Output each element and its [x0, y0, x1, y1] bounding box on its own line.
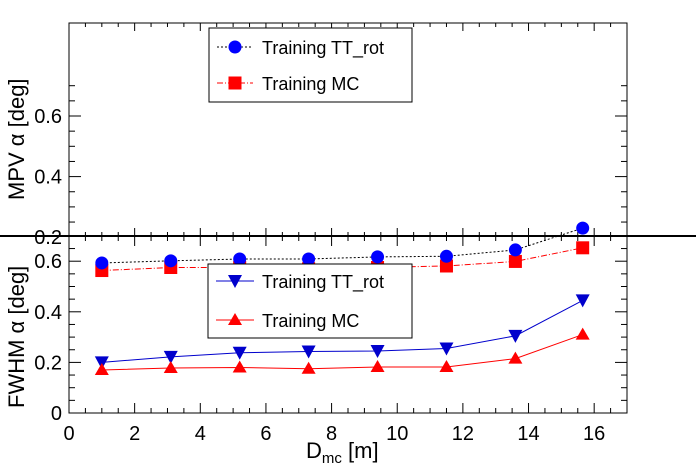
top-legend-marker-tt: [228, 40, 242, 54]
bottom-series-line-tt: [101, 299, 583, 363]
top-point-tt: [576, 221, 590, 235]
bottom-y-tick-label: 0.6: [34, 251, 62, 273]
top-point-mc: [576, 241, 590, 255]
top-legend-marker-mc: [228, 76, 242, 90]
top-point-tt: [508, 243, 522, 257]
top-series-line-tt: [101, 227, 583, 264]
top-panel: 0.2 0.4 0.6 MPV α [deg] Training TT_rot Tr…: [4, 22, 628, 278]
x-tick-label: 16: [583, 423, 605, 445]
top-point-tt: [371, 250, 385, 264]
bottom-legend-box: [207, 263, 413, 339]
top-point-tt: [302, 252, 316, 266]
bottom-point-mc: [370, 359, 385, 372]
x-tick-label: 4: [195, 423, 206, 445]
top-y-tick-label: 0.2: [34, 227, 62, 249]
bottom-point-tt: [163, 350, 178, 364]
bottom-panel: 0 0.2 0.4 0.6 0 2 4 6 8 10 12 14 16 FWHM α [deg] Dmc…: [0, 235, 696, 467]
x-axis-label-unit: [m]: [342, 438, 379, 463]
bottom-point-mc: [301, 361, 316, 374]
bottom-point-tt: [232, 346, 247, 360]
bottom-point-tt: [508, 329, 523, 343]
x-tick-label: 10: [386, 423, 408, 445]
top-legend-label-tt: Training TT_rot: [262, 38, 384, 59]
x-tick-label: 12: [452, 423, 474, 445]
x-tick-label: 0: [63, 423, 74, 445]
bottom-y-tick-label: 0.4: [34, 302, 62, 324]
top-y-tick-label: 0.6: [34, 106, 62, 128]
top-y-tick-label: 0.4: [34, 167, 62, 189]
bottom-point-tt: [94, 356, 109, 370]
bottom-point-tt: [439, 342, 454, 356]
x-axis-label-subscript: mc: [322, 450, 342, 467]
top-series-line-mc: [101, 247, 583, 272]
bottom-legend-label-tt: Training TT_rot: [262, 272, 384, 293]
x-axis-label-main: D: [306, 438, 322, 463]
top-point-tt: [439, 249, 453, 263]
bottom-legend-label-mc: Training MC: [262, 311, 359, 331]
bottom-point-tt: [370, 345, 385, 359]
bottom-series-line-mc: [101, 334, 583, 371]
bottom-point-mc: [439, 359, 454, 372]
bottom-panel-ticks: [68, 236, 628, 414]
bottom-panel-tick-labels: 0 0.2 0.4 0.6 0 2 4 6 8 10 12 14 16: [34, 251, 605, 445]
top-point-mc: [439, 259, 453, 273]
x-tick-label: 2: [129, 423, 140, 445]
bottom-y-tick-label: 0: [51, 403, 62, 425]
top-point-tt: [164, 254, 178, 268]
top-point-tt: [95, 256, 109, 270]
bottom-point-tt: [301, 345, 316, 359]
bottom-legend: Training TT_rot Training MC: [207, 263, 413, 339]
top-panel-tick-labels: 0.2 0.4 0.6: [34, 106, 62, 249]
bottom-point-mc: [163, 360, 178, 373]
x-tick-label: 8: [326, 423, 337, 445]
bottom-legend-marker-tt: [228, 275, 242, 288]
x-axis-label: Dmc [m]: [306, 438, 379, 467]
bottom-legend-marker-mc: [228, 313, 242, 325]
bottom-y-axis-label: FWHM α [deg]: [4, 266, 29, 408]
bottom-point-mc: [94, 362, 109, 375]
top-point-tt: [233, 252, 247, 266]
top-legend-box: [208, 27, 413, 103]
bottom-point-tt: [575, 294, 590, 308]
top-legend-label-mc: Training MC: [262, 74, 359, 94]
x-tick-label: 6: [260, 423, 271, 445]
bottom-point-mc: [232, 360, 247, 373]
top-legend: Training TT_rot Training MC: [208, 27, 413, 103]
bottom-point-mc: [575, 327, 590, 340]
bottom-y-tick-label: 0.2: [34, 352, 62, 374]
x-tick-label: 14: [517, 423, 539, 445]
top-point-mc: [508, 254, 522, 268]
bottom-point-mc: [508, 351, 523, 364]
bottom-panel-series: [94, 294, 590, 375]
top-y-axis-label: MPV α [deg]: [4, 78, 29, 200]
